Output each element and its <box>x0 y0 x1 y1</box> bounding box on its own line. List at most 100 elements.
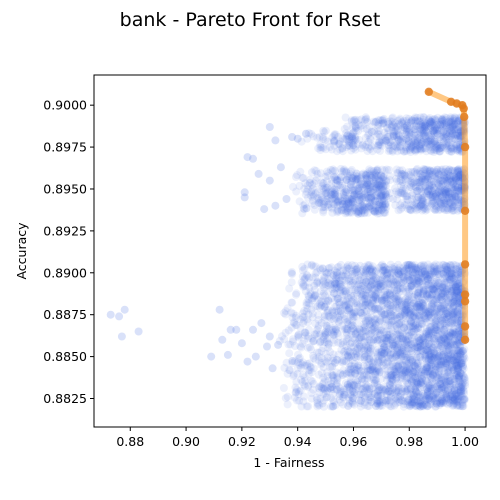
rset-point-c1 <box>369 172 377 180</box>
rset-point-c0 <box>285 349 293 357</box>
rset-point-c0 <box>321 268 329 276</box>
rset-point <box>271 202 279 210</box>
rset-point <box>238 339 246 347</box>
rset-point-c0 <box>426 310 434 318</box>
rset-point-c2 <box>438 177 446 185</box>
rset-point <box>249 155 257 163</box>
rset-point-c0 <box>333 356 341 364</box>
rset-point-c1 <box>343 186 351 194</box>
rset-point-c3 <box>362 115 370 123</box>
rset-point-c1 <box>364 194 372 202</box>
rset-point-c0 <box>335 263 343 271</box>
rset-point-c0 <box>406 366 414 374</box>
rset-point-c0 <box>315 332 323 340</box>
y-tick-label: 0.8875 <box>43 307 87 322</box>
rset-point-c3 <box>357 122 365 130</box>
rset-point-c0 <box>445 314 453 322</box>
rset-point-c0 <box>400 273 408 281</box>
rset-point-c0 <box>334 374 342 382</box>
rset-point-c0 <box>354 302 362 310</box>
rset-point-c4 <box>329 133 337 141</box>
rset-point-c0 <box>308 261 316 269</box>
rset-point-c0 <box>402 377 410 385</box>
rset-point-c0 <box>361 301 369 309</box>
rset-point-c3 <box>393 140 401 148</box>
rset-point-c1 <box>348 174 356 182</box>
rset-point-c0 <box>360 308 368 316</box>
rset-point-c0 <box>430 325 438 333</box>
rset-point-c1 <box>296 182 304 190</box>
rset-point-c1 <box>314 170 322 178</box>
rset-point-c3 <box>451 144 459 152</box>
rset-point-c2 <box>419 172 427 180</box>
rset-point-c0 <box>300 265 308 273</box>
rset-point-c0 <box>342 287 350 295</box>
rset-point-c2 <box>432 198 440 206</box>
rset-point <box>241 193 249 201</box>
rset-point-c3 <box>442 144 450 152</box>
rset-point-c0 <box>280 384 288 392</box>
rset-point-c2 <box>397 170 405 178</box>
pareto-point <box>460 113 468 121</box>
rset-point <box>216 306 224 314</box>
rset-point-c0 <box>305 311 313 319</box>
rset-point-c2 <box>397 177 405 185</box>
rset-point-c4 <box>349 141 357 149</box>
rset-point-c0 <box>400 324 408 332</box>
y-axis-ticks: 0.88250.88500.88750.89000.89250.89500.89… <box>43 98 94 406</box>
rset-point-c0 <box>320 303 328 311</box>
y-tick-label: 0.8925 <box>43 223 87 238</box>
rset-point-c3 <box>372 118 380 126</box>
rset-point-c0 <box>285 326 293 334</box>
rset-point-c3 <box>416 128 424 136</box>
pareto-point <box>460 104 468 112</box>
rset-point-c0 <box>353 349 361 357</box>
rset-point-c0 <box>367 344 375 352</box>
rset-point-c0 <box>332 307 340 315</box>
rset-point-c0 <box>295 397 303 405</box>
rset-point-c0 <box>331 324 339 332</box>
rset-point-c1 <box>367 187 375 195</box>
rset-point-c1 <box>296 168 304 176</box>
rset-point-c3 <box>417 145 425 153</box>
rset-point <box>244 358 252 366</box>
rset-point-c0 <box>304 402 312 410</box>
rset-point-c0 <box>443 355 451 363</box>
rset-point-c1 <box>358 201 366 209</box>
rset-point-c0 <box>293 321 301 329</box>
rset-point-c0 <box>394 349 402 357</box>
rset-point-c0 <box>337 339 345 347</box>
pareto-point <box>461 260 469 268</box>
rset-point-c0 <box>352 366 360 374</box>
rset-point-c2 <box>426 167 434 175</box>
rset-point <box>271 136 279 144</box>
rset-point-c0 <box>420 285 428 293</box>
rset-point-c0 <box>374 283 382 291</box>
rset-point-c0 <box>288 299 296 307</box>
y-tick-label: 0.8825 <box>43 391 87 406</box>
rset-point-c0 <box>402 358 410 366</box>
rset-point-c2 <box>407 178 415 186</box>
rset-point-c0 <box>350 312 358 320</box>
rset-point <box>269 364 277 372</box>
rset-point-c1 <box>373 180 381 188</box>
rset-point-c3 <box>357 144 365 152</box>
rset-point-c0 <box>442 262 450 270</box>
rset-point <box>121 306 129 314</box>
rset-point-c0 <box>421 269 429 277</box>
rset-point-c0 <box>437 304 445 312</box>
rset-point-c3 <box>405 137 413 145</box>
rset-point-c0 <box>437 342 445 350</box>
rset-point-c0 <box>376 327 384 335</box>
rset-point-c0 <box>441 284 449 292</box>
rset-point-c0 <box>361 401 369 409</box>
rset-point-c0 <box>301 373 309 381</box>
rset-point-c1 <box>331 175 339 183</box>
rset-point-c3 <box>417 138 425 146</box>
rset-point-c0 <box>401 305 409 313</box>
rset-point <box>255 170 263 178</box>
rset-point-c0 <box>340 391 348 399</box>
rset-point-c1 <box>379 187 387 195</box>
rset-point-c0 <box>415 279 423 287</box>
rset-point-c3 <box>389 132 397 140</box>
